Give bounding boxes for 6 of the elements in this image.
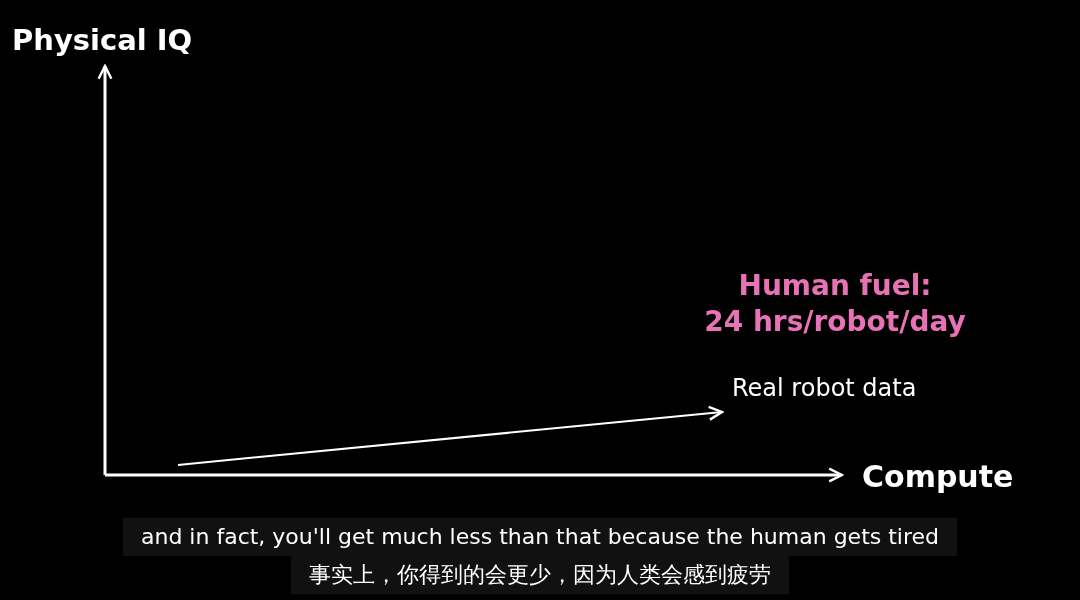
x-axis-title: Compute [862, 459, 1014, 494]
chart-title: Physical IQ [12, 23, 193, 57]
text: 事实上，你得到的会更少，因为人类会感到疲劳 [291, 556, 789, 594]
text: and in fact, you'll get much less than that because the human gets tired [122, 518, 958, 556]
series-label: Real robot data [732, 374, 917, 402]
text: Human fuel: 24 hrs/robot/day [703, 268, 967, 340]
